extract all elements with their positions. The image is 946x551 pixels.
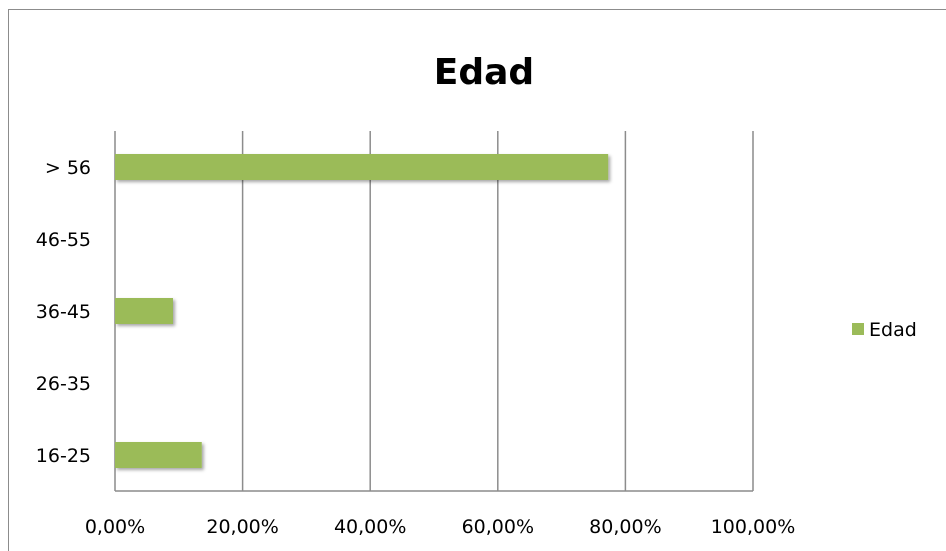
y-tick-label: > 56 bbox=[45, 157, 91, 179]
bar bbox=[115, 298, 173, 324]
legend: Edad bbox=[852, 319, 917, 341]
chart-title: Edad bbox=[434, 52, 534, 93]
x-tick-label: 100,00% bbox=[711, 516, 796, 538]
x-tick-label: 0,00% bbox=[85, 516, 145, 538]
bar bbox=[115, 442, 202, 468]
y-tick-label: 46-55 bbox=[36, 229, 91, 251]
x-tick-labels: 0,00% 20,00% 40,00% 60,00% 80,00% 100,00% bbox=[85, 516, 795, 538]
bar bbox=[115, 154, 609, 180]
legend-label: Edad bbox=[869, 319, 917, 341]
x-tick-label: 20,00% bbox=[206, 516, 278, 538]
gridlines bbox=[241, 131, 754, 491]
x-tick-label: 60,00% bbox=[462, 516, 534, 538]
x-tick-label: 80,00% bbox=[589, 516, 661, 538]
y-tick-label: 26-35 bbox=[36, 373, 91, 395]
y-tick-label: 36-45 bbox=[36, 301, 91, 323]
x-tick-label: 40,00% bbox=[334, 516, 406, 538]
y-tick-labels: 16-25 26-35 36-45 46-55 > 56 bbox=[36, 157, 91, 467]
axes bbox=[114, 131, 753, 492]
legend-swatch bbox=[852, 323, 864, 335]
y-tick-label: 16-25 bbox=[36, 445, 91, 467]
bars bbox=[115, 154, 609, 468]
